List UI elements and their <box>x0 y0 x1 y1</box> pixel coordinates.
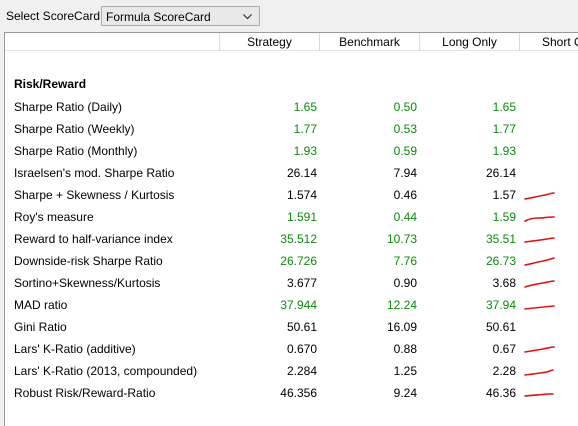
red-annotation-mark <box>524 257 555 266</box>
long-only-value: 26.14 <box>485 166 516 180</box>
chevron-down-icon <box>243 14 252 20</box>
column-header-short-only[interactable]: Short O <box>542 35 578 49</box>
column-header-strategy[interactable]: Strategy <box>247 35 292 49</box>
benchmark-value: 0.88 <box>393 342 417 356</box>
long-only-value: 1.57 <box>492 188 516 202</box>
column-header-benchmark[interactable]: Benchmark <box>339 35 400 49</box>
long-only-value: 2.28 <box>492 364 516 378</box>
scorecard-table: Strategy Benchmark Long Only Short O Ris… <box>4 32 578 426</box>
metric-label: Downside-risk Sharpe Ratio <box>14 254 163 268</box>
table-row[interactable]: Gini Ratio 50.61 16.09 50.61 <box>5 317 578 339</box>
strategy-value: 26.726 <box>280 254 317 268</box>
strategy-value: 37.944 <box>280 298 317 312</box>
long-only-value: 1.59 <box>492 210 516 224</box>
column-header-row: Strategy Benchmark Long Only Short O <box>5 33 578 51</box>
toolbar: Select ScoreCard: Formula ScoreCard <box>0 0 578 32</box>
column-divider[interactable] <box>319 33 320 51</box>
metric-label: Sortino+Skewness/Kurtosis <box>14 276 161 290</box>
benchmark-value: 0.46 <box>393 188 417 202</box>
long-only-value: 0.67 <box>492 342 516 356</box>
table-row[interactable]: MAD ratio 37.944 12.24 37.94 <box>5 295 578 317</box>
metric-label: Roy's measure <box>14 210 94 224</box>
metric-label: Sharpe Ratio (Daily) <box>14 100 123 114</box>
metric-label: Lars' K-Ratio (2013, compounded) <box>14 364 198 378</box>
strategy-value: 1.93 <box>293 144 317 158</box>
strategy-value: 50.61 <box>286 320 317 334</box>
strategy-value: 1.77 <box>293 122 317 136</box>
long-only-value: 1.77 <box>492 122 516 136</box>
strategy-value: 2.284 <box>286 364 317 378</box>
benchmark-value: 9.24 <box>393 386 417 400</box>
long-only-value: 1.93 <box>492 144 516 158</box>
table-row[interactable]: Sortino+Skewness/Kurtosis 3.677 0.90 3.68 <box>5 273 578 295</box>
benchmark-value: 7.94 <box>393 166 417 180</box>
long-only-value: 50.61 <box>485 320 516 334</box>
table-row[interactable]: Israelsen's mod. Sharpe Ratio 26.14 7.94 26… <box>5 163 578 185</box>
strategy-value: 46.356 <box>280 386 317 400</box>
long-only-value: 1.65 <box>492 100 516 114</box>
select-scorecard-label: Select ScoreCard: <box>6 9 104 23</box>
strategy-value: 3.677 <box>286 276 317 290</box>
red-annotation-mark <box>524 192 555 200</box>
column-divider[interactable] <box>519 33 520 51</box>
red-annotation-mark <box>524 280 555 288</box>
red-annotation-mark <box>524 237 555 243</box>
red-annotation-mark <box>524 393 554 397</box>
benchmark-value: 0.90 <box>393 276 417 290</box>
benchmark-value: 16.09 <box>386 320 417 334</box>
red-annotation-mark <box>524 369 554 376</box>
metric-label: Sharpe + Skewness / Kurtosis <box>14 188 175 202</box>
column-header-long-only[interactable]: Long Only <box>442 35 497 49</box>
benchmark-value: 0.44 <box>393 210 417 224</box>
strategy-value: 0.670 <box>286 342 317 356</box>
strategy-value: 35.512 <box>280 232 317 246</box>
long-only-value: 46.36 <box>485 386 516 400</box>
benchmark-value: 1.25 <box>393 364 417 378</box>
scorecard-select-value: Formula ScoreCard <box>106 10 211 24</box>
scorecard-select[interactable]: Formula ScoreCard <box>101 6 260 26</box>
benchmark-value: 0.59 <box>393 144 417 158</box>
table-row[interactable]: Reward to half-variance index 35.512 10.73… <box>5 229 578 251</box>
table-row[interactable]: Lars' K-Ratio (additive) 0.670 0.88 0.67 <box>5 339 578 361</box>
long-only-value: 26.73 <box>485 254 516 268</box>
red-annotation-mark <box>524 346 555 353</box>
table-row[interactable]: Sharpe Ratio (Weekly) 1.77 0.53 1.77 <box>5 119 578 141</box>
strategy-value: 26.14 <box>286 166 317 180</box>
metric-label: MAD ratio <box>14 298 68 312</box>
benchmark-value: 7.76 <box>393 254 417 268</box>
metric-label: Gini Ratio <box>14 320 67 334</box>
long-only-value: 37.94 <box>485 298 516 312</box>
metric-label: Sharpe Ratio (Weekly) <box>14 122 135 136</box>
section-title: Risk/Reward <box>14 77 87 91</box>
table-row[interactable]: Downside-risk Sharpe Ratio 26.726 7.76 26.7… <box>5 251 578 273</box>
metric-label: Robust Risk/Reward-Ratio <box>14 386 156 400</box>
table-row[interactable]: Roy's measure 1.591 0.44 1.59 <box>5 207 578 229</box>
strategy-value: 1.574 <box>286 188 317 202</box>
metric-label: Lars' K-Ratio (additive) <box>14 342 136 356</box>
column-divider[interactable] <box>419 33 420 51</box>
metric-label: Israelsen's mod. Sharpe Ratio <box>14 166 175 180</box>
table-row[interactable]: Sharpe Ratio (Monthly) 1.93 0.59 1.93 <box>5 141 578 163</box>
column-divider[interactable] <box>219 33 220 51</box>
table-row[interactable]: Sharpe + Skewness / Kurtosis 1.574 0.46 1.5… <box>5 185 578 207</box>
benchmark-value: 10.73 <box>386 232 417 246</box>
table-row[interactable]: Robust Risk/Reward-Ratio 46.356 9.24 46.36 <box>5 383 578 405</box>
benchmark-value: 12.24 <box>386 298 417 312</box>
strategy-value: 1.591 <box>286 210 317 224</box>
table-row[interactable]: Sharpe Ratio (Daily) 1.65 0.50 1.65 <box>5 97 578 119</box>
red-annotation-mark <box>524 216 555 222</box>
benchmark-value: 0.53 <box>393 122 417 136</box>
strategy-value: 1.65 <box>293 100 317 114</box>
metric-label: Reward to half-variance index <box>14 232 173 246</box>
metric-label: Sharpe Ratio (Monthly) <box>14 144 138 158</box>
long-only-value: 35.51 <box>485 232 516 246</box>
table-row[interactable]: Lars' K-Ratio (2013, compounded) 2.284 1.2… <box>5 361 578 383</box>
long-only-value: 3.68 <box>492 276 516 290</box>
benchmark-value: 0.50 <box>393 100 417 114</box>
red-annotation-mark <box>524 305 555 310</box>
